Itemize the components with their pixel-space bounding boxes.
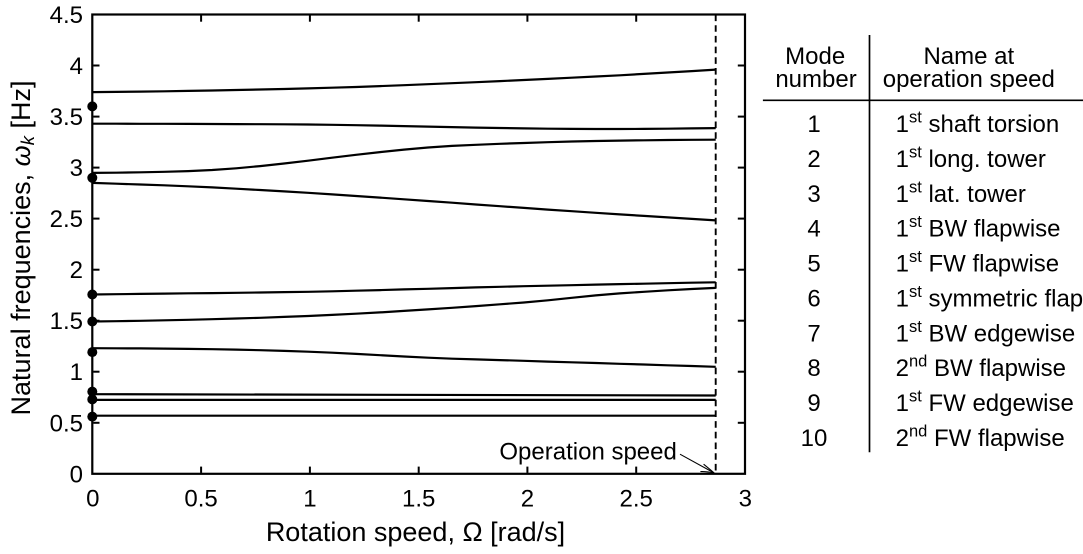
svg-text:3: 3 bbox=[70, 155, 83, 182]
svg-text:4: 4 bbox=[70, 53, 83, 80]
svg-text:2.5: 2.5 bbox=[620, 486, 653, 513]
svg-text:2nd BW flapwise: 2nd BW flapwise bbox=[896, 353, 1066, 383]
svg-text:3: 3 bbox=[739, 486, 752, 513]
svg-text:1st FW edgewise: 1st FW edgewise bbox=[896, 388, 1074, 418]
svg-text:2: 2 bbox=[70, 257, 83, 284]
svg-text:0: 0 bbox=[86, 486, 99, 513]
svg-text:3: 3 bbox=[807, 181, 820, 208]
svg-text:Natural frequencies, ωk [Hz]: Natural frequencies, ωk [Hz] bbox=[6, 81, 38, 416]
svg-text:6: 6 bbox=[807, 285, 820, 312]
svg-text:Rotation speed, Ω [rad/s]: Rotation speed, Ω [rad/s] bbox=[266, 517, 565, 547]
svg-text:1: 1 bbox=[303, 486, 316, 513]
svg-text:8: 8 bbox=[807, 355, 820, 382]
svg-text:4.5: 4.5 bbox=[50, 2, 83, 29]
svg-text:3.5: 3.5 bbox=[50, 104, 83, 131]
svg-text:Name at: Name at bbox=[923, 43, 1014, 70]
svg-text:1: 1 bbox=[807, 111, 820, 138]
svg-text:1: 1 bbox=[70, 359, 83, 386]
svg-text:Mode: Mode bbox=[785, 43, 845, 70]
svg-text:2.5: 2.5 bbox=[50, 206, 83, 233]
svg-text:2nd FW flapwise: 2nd FW flapwise bbox=[896, 423, 1065, 453]
svg-text:5: 5 bbox=[807, 251, 820, 278]
svg-text:1st lat. tower: 1st lat. tower bbox=[896, 178, 1026, 208]
svg-text:1st symmetric flapwise: 1st symmetric flapwise bbox=[896, 283, 1083, 313]
svg-text:0.5: 0.5 bbox=[184, 486, 217, 513]
svg-text:4: 4 bbox=[807, 216, 820, 243]
svg-text:1.5: 1.5 bbox=[402, 486, 435, 513]
svg-text:2: 2 bbox=[521, 486, 534, 513]
svg-text:0.5: 0.5 bbox=[50, 410, 83, 437]
svg-text:operation speed: operation speed bbox=[883, 66, 1055, 93]
svg-text:1st BW flapwise: 1st BW flapwise bbox=[896, 213, 1061, 243]
svg-text:Operation speed: Operation speed bbox=[499, 438, 676, 465]
svg-text:1st BW edgewise: 1st BW edgewise bbox=[896, 318, 1076, 348]
svg-text:1.5: 1.5 bbox=[50, 308, 83, 335]
svg-text:7: 7 bbox=[807, 320, 820, 347]
svg-text:9: 9 bbox=[807, 390, 820, 417]
svg-text:2: 2 bbox=[807, 146, 820, 173]
svg-text:1st long. tower: 1st long. tower bbox=[896, 143, 1046, 173]
svg-text:1st shaft torsion: 1st shaft torsion bbox=[896, 109, 1060, 139]
svg-text:0: 0 bbox=[70, 461, 83, 488]
svg-text:1st FW flapwise: 1st FW flapwise bbox=[896, 248, 1060, 278]
svg-text:number: number bbox=[775, 66, 856, 93]
svg-text:10: 10 bbox=[801, 425, 828, 452]
